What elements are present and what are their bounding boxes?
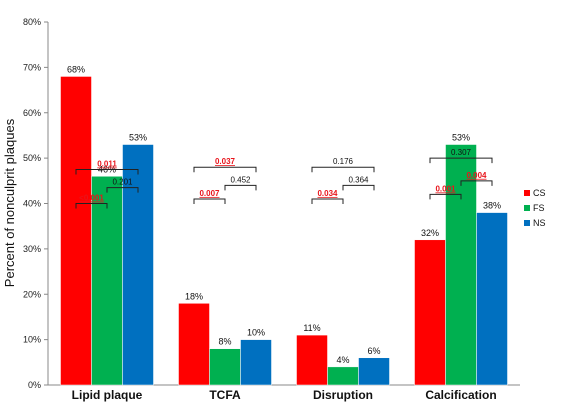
p-value-label: 0.007 <box>199 189 220 198</box>
legend-swatch-cs <box>524 190 530 196</box>
comparison-bracket <box>311 198 344 204</box>
comparison-bracket <box>224 184 257 191</box>
data-label: 4% <box>336 355 349 365</box>
p-value-label: 0.176 <box>333 157 354 166</box>
data-label: 18% <box>185 291 203 301</box>
legend-label: FS <box>533 203 545 213</box>
y-tick-label: 30% <box>23 244 41 254</box>
category-label: TCFA <box>209 388 241 402</box>
legend-swatch-ns <box>524 220 530 226</box>
data-label: 10% <box>247 328 265 338</box>
x-axis: Lipid plaque TCFA Disruption Calcification <box>72 388 497 402</box>
comparison-bracket <box>311 166 375 173</box>
legend-swatch-fs <box>524 205 530 211</box>
p-value-label: 0.364 <box>348 175 369 184</box>
p-value-label: 0.452 <box>230 175 251 184</box>
p-value-brackets: <0.001 0.201 0.011 0.007 0.452 0.037 0.034 0.36… <box>75 148 493 209</box>
category-label: Lipid plaque <box>72 388 143 402</box>
comparison-bracket <box>342 184 375 191</box>
bar-cs <box>60 76 92 386</box>
p-value-label: 0.037 <box>215 157 236 166</box>
p-value-label: 0.001 <box>435 184 456 193</box>
y-tick-label: 20% <box>23 289 41 299</box>
data-label: 32% <box>421 228 439 238</box>
data-label: 8% <box>218 337 231 347</box>
data-label: 68% <box>67 64 85 74</box>
p-value-label: 0.307 <box>451 148 472 157</box>
comparison-bracket <box>429 193 462 200</box>
legend: CS FS NS <box>524 188 546 228</box>
bar-fs <box>327 366 359 386</box>
p-value-label: 0.004 <box>466 171 487 180</box>
bar-ns <box>476 212 508 386</box>
data-label: 53% <box>452 133 470 143</box>
comparison-bracket <box>429 157 493 164</box>
y-tick-label: 60% <box>23 108 41 118</box>
p-value-label: 0.201 <box>112 178 133 187</box>
bar-fs <box>445 144 477 386</box>
y-tick-label: 50% <box>23 153 41 163</box>
bars: 68%18%11%32%46%8%4%53%53%10%6%38% <box>60 64 508 386</box>
bar-ns <box>358 357 390 386</box>
y-tick-label: 40% <box>23 199 41 209</box>
y-tick-label: 80% <box>23 17 41 27</box>
p-value-label: 0.011 <box>97 159 117 168</box>
bar-ns <box>240 339 272 386</box>
comparison-bracket <box>460 180 493 186</box>
y-tick-label: 10% <box>23 335 41 345</box>
bar-fs <box>209 348 241 386</box>
category-label: Calcification <box>425 388 496 402</box>
y-axis-label: Percent of nonculprit plaques <box>2 118 17 287</box>
comparison-bracket <box>75 203 108 209</box>
p-value-label: <0.001 <box>79 194 104 203</box>
data-label: 11% <box>303 323 320 333</box>
y-tick-label: 0% <box>28 380 41 390</box>
p-value-label: 0.034 <box>317 189 338 198</box>
comparison-bracket <box>193 166 257 173</box>
legend-label: CS <box>533 188 546 198</box>
category-label: Disruption <box>313 388 373 402</box>
data-label: 53% <box>129 133 147 143</box>
legend-label: NS <box>533 218 546 228</box>
data-label: 38% <box>483 201 501 211</box>
data-label: 6% <box>367 346 380 356</box>
bar-cs <box>296 334 328 386</box>
bar-cs <box>178 303 210 386</box>
bar-cs <box>414 239 446 386</box>
bar-ns <box>122 144 154 386</box>
comparison-bracket <box>106 187 139 193</box>
comparison-bracket <box>75 168 139 175</box>
y-tick-label: 70% <box>23 62 41 72</box>
comparison-bracket <box>193 198 226 204</box>
